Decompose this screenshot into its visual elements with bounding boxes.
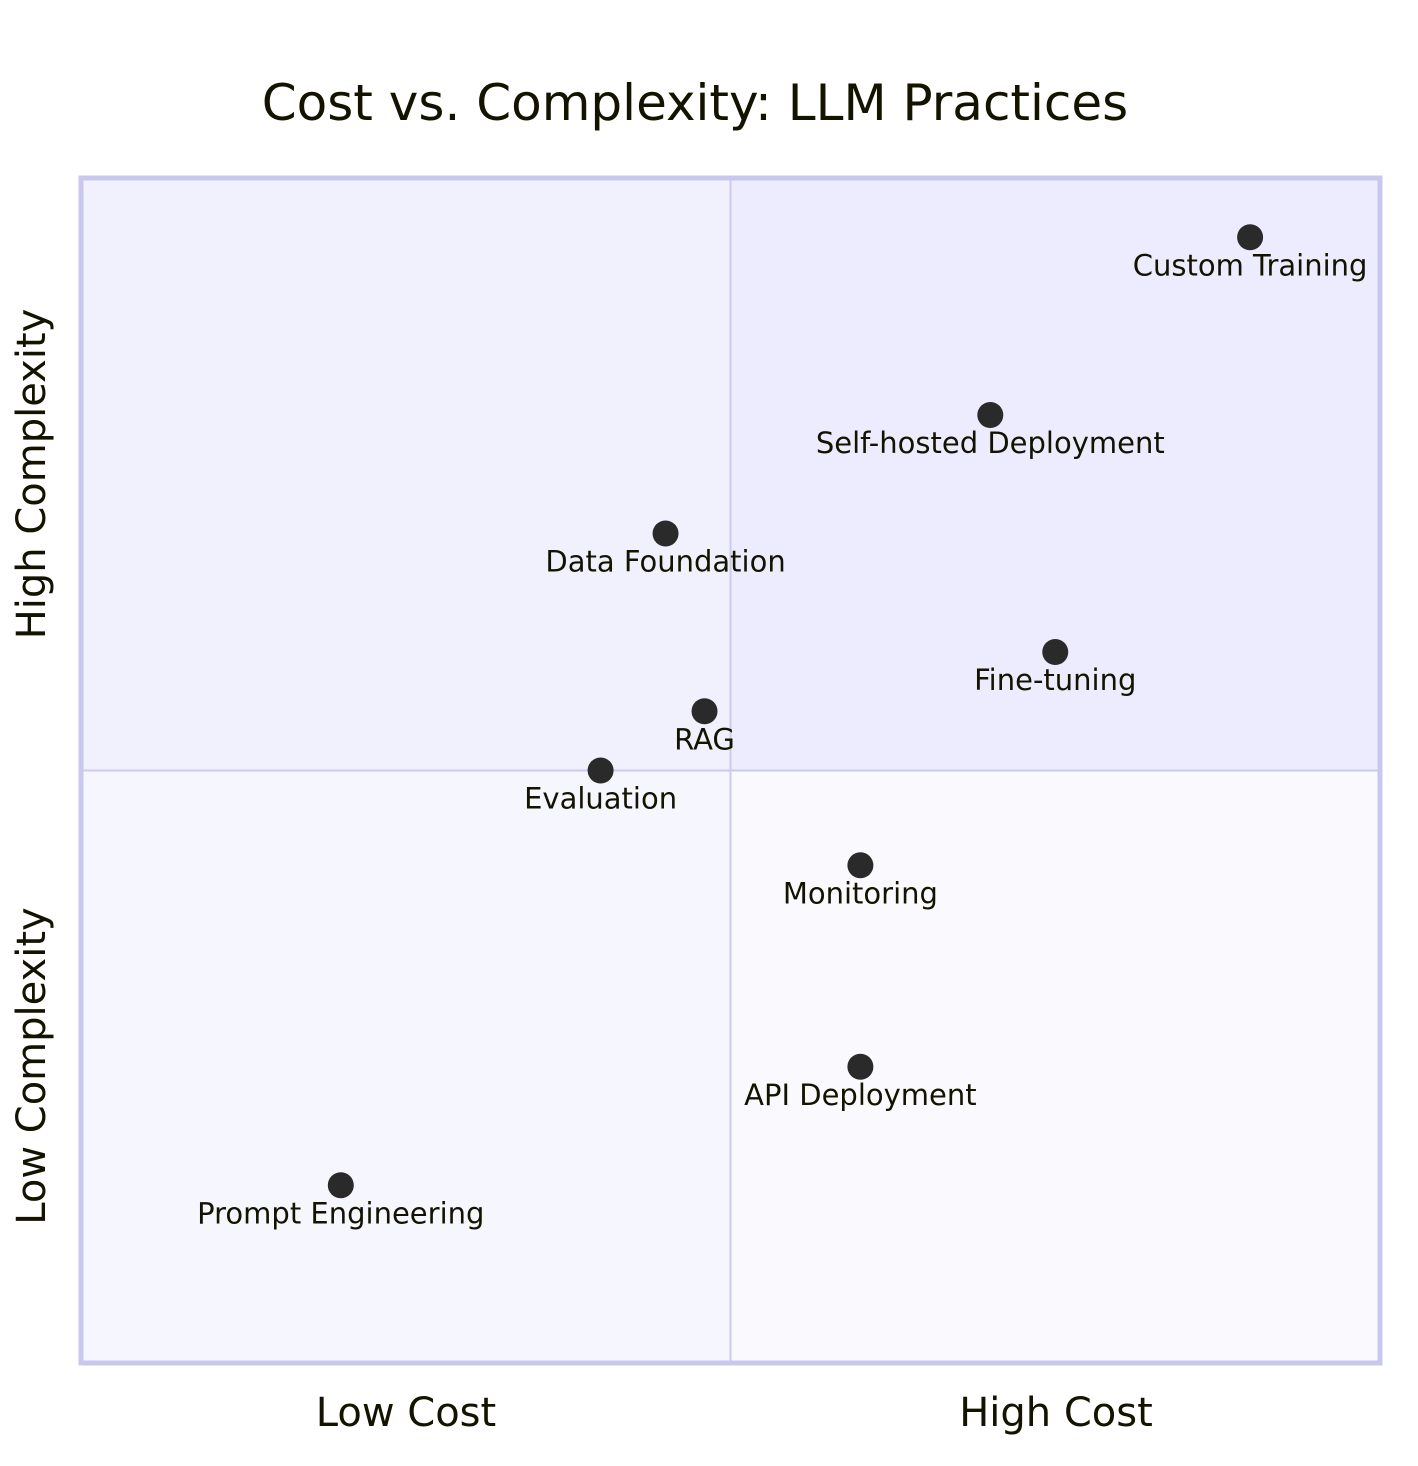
point-label-custom-training: Custom Training — [1133, 248, 1368, 282]
point-label-api-deployment: API Deployment — [744, 1078, 976, 1112]
data-points: Custom Training Self-hosted Deployment Dat… — [197, 224, 1367, 1230]
point-self-hosted-deployment — [977, 402, 1004, 428]
quadrant-bottom-right — [730, 770, 1380, 1363]
point-label-prompt-engineering: Prompt Engineering — [197, 1196, 484, 1230]
y-axis-low-label: Low Complexity — [9, 907, 55, 1224]
point-label-evaluation: Evaluation — [524, 782, 677, 816]
point-evaluation — [587, 757, 614, 784]
point-prompt-engineering — [327, 1172, 354, 1199]
point-api-deployment — [847, 1053, 874, 1080]
point-data-foundation — [652, 520, 679, 547]
y-axis-high-label: High Complexity — [9, 309, 55, 640]
chart-title: Cost vs. Complexity: LLM Practices — [262, 74, 1128, 132]
point-monitoring — [847, 852, 874, 879]
point-fine-tuning — [1042, 639, 1069, 665]
x-axis-high-label: High Cost — [959, 1390, 1153, 1436]
point-custom-training — [1237, 224, 1264, 251]
point-label-rag: RAG — [674, 722, 735, 756]
point-label-data-foundation: Data Foundation — [545, 545, 785, 579]
quadrant-bottom-left — [81, 770, 731, 1363]
point-label-self-hosted-deployment: Self-hosted Deployment — [816, 426, 1165, 460]
point-label-monitoring: Monitoring — [783, 876, 938, 910]
x-axis-low-label: Low Cost — [316, 1390, 496, 1436]
quadrant-top-left — [81, 178, 731, 771]
quadrant-top-right — [730, 178, 1380, 771]
plot-area — [78, 175, 1383, 1366]
point-rag — [691, 698, 718, 725]
point-label-fine-tuning: Fine-tuning — [974, 663, 1136, 697]
plot-border — [78, 175, 1383, 1366]
